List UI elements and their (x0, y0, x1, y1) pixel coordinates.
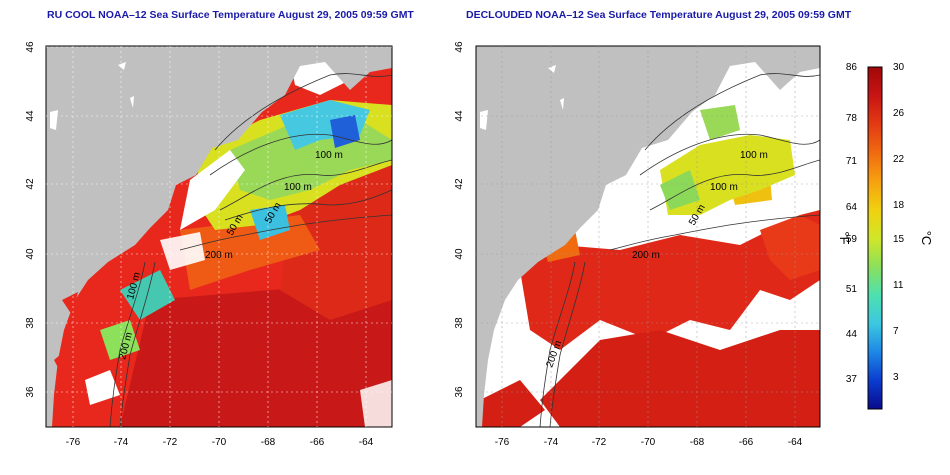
fahrenheit-tick: 37 (846, 374, 858, 385)
celsius-tick: 22 (893, 154, 905, 165)
y-tick-label: 38 (25, 317, 36, 329)
x-tick-label: -76 (495, 437, 510, 448)
fahrenheit-tick: 71 (846, 156, 858, 167)
left-map-graticule (46, 46, 392, 427)
celsius-tick: 15 (893, 234, 905, 245)
bathymetry-contours (109, 73, 392, 427)
x-tick-label: -68 (690, 437, 705, 448)
celsius-unit-label: °C (919, 231, 934, 246)
y-tick-label: 40 (25, 248, 36, 260)
celsius-tick: 26 (893, 108, 905, 119)
bathymetry-contours (539, 73, 820, 427)
celsius-tick: 11 (893, 280, 904, 291)
x-tick-label: -66 (310, 437, 325, 448)
x-tick-label: -64 (359, 437, 374, 448)
contour-label: 200 m (632, 250, 660, 261)
contour-label: 100 m (740, 150, 768, 161)
right-map-panel: 100 m 100 m 50 m 200 m 200 m -76 -74 -72… (454, 41, 821, 448)
left-map-title: RU COOL NOAA–12 Sea Surface Temperature … (47, 9, 414, 21)
celsius-tick: 30 (893, 62, 905, 73)
x-tick-label: -74 (544, 437, 559, 448)
x-tick-label: -68 (261, 437, 276, 448)
land-area (476, 46, 820, 427)
y-tick-label: 38 (454, 317, 465, 329)
fahrenheit-tick: 59 (846, 234, 858, 245)
y-tick-label: 42 (454, 178, 465, 190)
right-map-graticule (476, 46, 820, 427)
y-tick-label: 42 (25, 178, 36, 190)
fahrenheit-tick: 78 (846, 113, 858, 124)
y-tick-label: 36 (25, 386, 36, 398)
ocean-area (520, 210, 820, 350)
fahrenheit-tick: 51 (846, 284, 858, 295)
colorbar-frame (867, 66, 883, 410)
y-tick-label: 44 (25, 110, 36, 122)
celsius-tick: 18 (893, 200, 905, 211)
fahrenheit-tick: 64 (846, 202, 858, 213)
y-tick-label: 40 (454, 248, 465, 260)
x-tick-label: -70 (212, 437, 227, 448)
x-tick-label: -72 (163, 437, 178, 448)
left-map-panel: 100 m 100 m 50 m 50 m 200 m 100 m 200 m … (25, 41, 393, 448)
colorbar-gradient (868, 67, 882, 409)
x-tick-label: -64 (788, 437, 803, 448)
x-tick-label: -74 (114, 437, 129, 448)
y-tick-label: 36 (454, 386, 465, 398)
right-map-title: DECLOUDED NOAA–12 Sea Surface Temperatur… (466, 9, 852, 21)
land-area (46, 46, 392, 427)
fahrenheit-tick: 44 (846, 329, 858, 340)
gulf-stream-area (120, 280, 392, 427)
temperature-colorbar: 86 78 71 64 59 51 44 37 30 26 22 18 15 1… (837, 62, 934, 410)
y-tick-label: 46 (25, 41, 36, 53)
cloud-area (180, 150, 245, 230)
fahrenheit-tick: 86 (846, 62, 858, 73)
contour-label: 100 m (315, 150, 343, 161)
x-tick-label: -66 (739, 437, 754, 448)
x-tick-label: -72 (592, 437, 607, 448)
contour-label: 200 m (205, 250, 233, 261)
x-tick-label: -70 (641, 437, 656, 448)
celsius-tick: 3 (893, 372, 899, 383)
x-tick-label: -76 (66, 437, 81, 448)
contour-label: 100 m (710, 182, 738, 193)
celsius-tick: 7 (893, 326, 899, 337)
contour-label: 100 m (284, 182, 312, 193)
fahrenheit-unit-label: °F (837, 231, 852, 244)
y-tick-label: 46 (454, 41, 465, 53)
y-tick-label: 44 (454, 110, 465, 122)
